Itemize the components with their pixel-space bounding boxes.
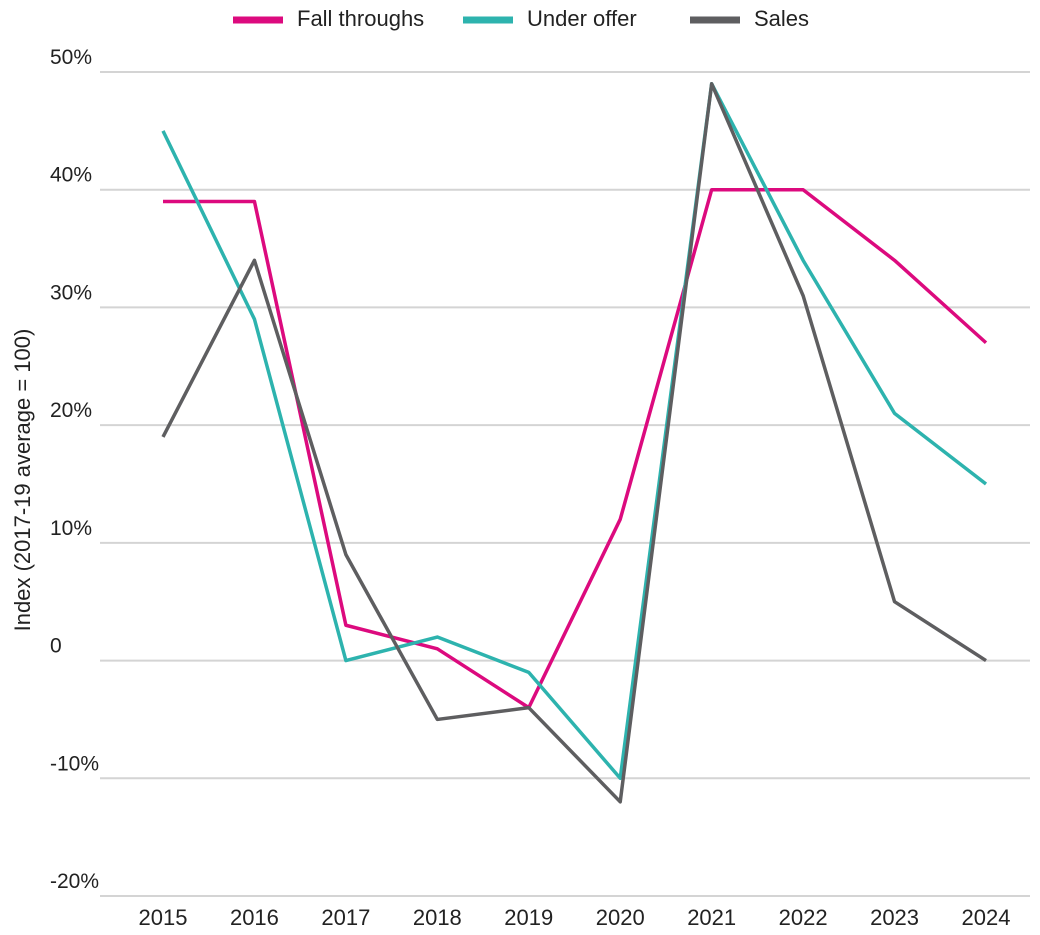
- x-tick-label: 2019: [504, 905, 553, 930]
- line-series: [161, 82, 988, 781]
- y-tick-label: 20%: [50, 399, 92, 422]
- x-tick-label: 2023: [870, 905, 919, 930]
- x-tick-label: 2016: [230, 905, 279, 930]
- x-tick-label: 2017: [321, 905, 370, 930]
- x-tick-label: 2015: [139, 905, 188, 930]
- y-tick-label: 0: [50, 635, 62, 658]
- x-tick-label: 2022: [779, 905, 828, 930]
- x-tick-label: 2024: [962, 905, 1011, 930]
- y-tick-label: 30%: [50, 281, 92, 304]
- line-series: [163, 187, 988, 710]
- y-tick-label: 50%: [50, 46, 92, 69]
- x-tick-label: 2018: [413, 905, 462, 930]
- line-series: [161, 82, 987, 804]
- y-tick-label: 10%: [50, 517, 92, 540]
- y-tick-label: -20%: [50, 870, 99, 893]
- x-tick-label: 2021: [687, 905, 736, 930]
- x-tick-label: 2020: [596, 905, 645, 930]
- legend-label: Fall throughs: [297, 6, 424, 31]
- y-axis-label: Index (2017-19 average = 100): [10, 329, 35, 632]
- legend-label: Sales: [754, 6, 809, 31]
- y-tick-label: 40%: [50, 164, 92, 187]
- y-tick-label: -10%: [50, 752, 99, 775]
- legend-label: Under offer: [527, 6, 637, 31]
